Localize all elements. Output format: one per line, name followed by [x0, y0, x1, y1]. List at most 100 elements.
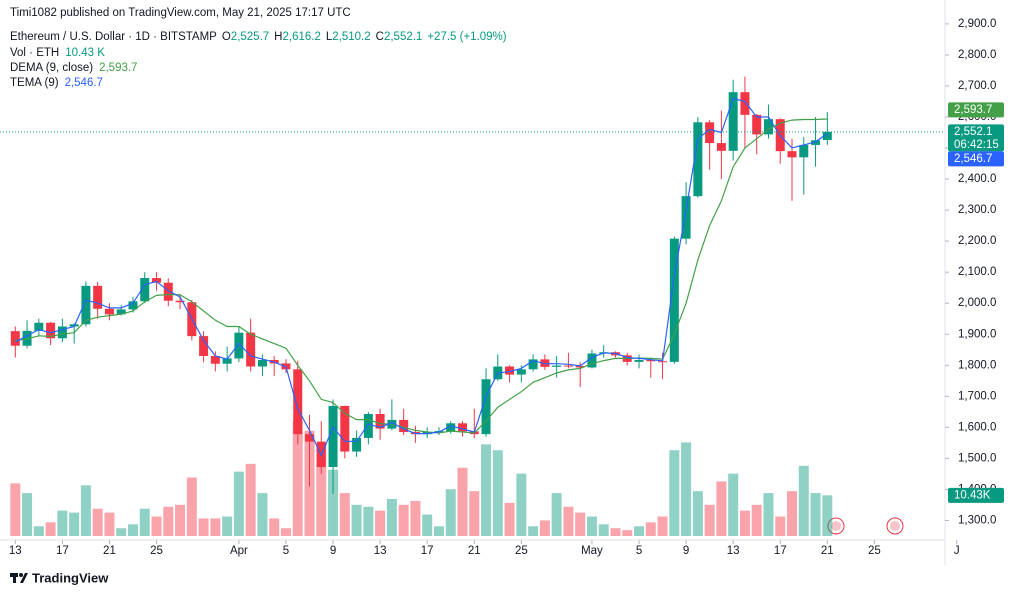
candle-body — [104, 308, 114, 315]
volume-bar — [610, 528, 621, 536]
volume-bar — [398, 504, 409, 536]
volume-bar — [269, 518, 280, 536]
ohlc-key: C — [376, 31, 384, 43]
candle-body — [763, 119, 773, 135]
legend-row: DEMA (9, close) 2,593.7 — [10, 62, 137, 74]
x-tick-label: 25 — [868, 545, 881, 557]
volume-bar — [69, 512, 80, 536]
volume-bar — [575, 512, 586, 536]
volume-bar — [586, 516, 597, 536]
candle-body — [399, 419, 409, 432]
symbol-name: Ethereum / U.S. Dollar · 1D · BITSTAMP — [10, 31, 217, 43]
candle-body — [811, 140, 821, 145]
candle-body — [340, 405, 350, 452]
candle-body — [34, 322, 44, 331]
candle-body — [234, 332, 244, 359]
volume-bar — [775, 516, 786, 536]
indicator-line — [15, 97, 828, 457]
y-tick-label: 2,400.0 — [958, 173, 996, 185]
candle-body — [128, 301, 138, 310]
candle-body — [728, 92, 738, 151]
candle-body — [787, 151, 797, 158]
indicator-line — [15, 118, 828, 434]
candle-body — [446, 423, 456, 432]
volume-bar — [410, 500, 421, 536]
price-badge-label: 10.43K — [954, 489, 991, 501]
y-tick-label: 2,100.0 — [958, 266, 996, 278]
price-badge-label: 2,593.7 — [954, 104, 992, 116]
volume-bar — [116, 528, 127, 536]
candle-body — [481, 379, 491, 435]
volume-bar — [634, 526, 645, 536]
x-tick-label: 5 — [636, 545, 642, 557]
volume-bar — [551, 493, 562, 536]
y-tick-label: 2,200.0 — [958, 235, 996, 247]
volume-bar — [316, 444, 327, 536]
legend-value: 2,593.7 — [99, 62, 137, 74]
ohlc-value: 2,616.2 — [282, 31, 320, 43]
volume-bar — [516, 473, 527, 536]
y-tick-label: 2,700.0 — [958, 80, 996, 92]
volume-bar — [363, 506, 374, 536]
y-tick-label: 2,800.0 — [958, 49, 996, 61]
candle-body — [210, 355, 220, 364]
y-tick-label: 2,000.0 — [958, 297, 996, 309]
volume-bar — [492, 450, 503, 536]
x-tick-label: 17 — [774, 545, 787, 557]
x-tick-label: 13 — [374, 545, 387, 557]
x-tick-label: 25 — [515, 545, 528, 557]
volume-bar — [787, 491, 798, 536]
volume-bar — [45, 522, 56, 536]
volume-bar — [245, 463, 256, 536]
attribution: Timi1082 published on TradingView.com, M… — [10, 7, 351, 19]
volume-bar — [210, 518, 221, 536]
volume-bar — [810, 493, 821, 536]
x-tick-label: 21 — [103, 545, 116, 557]
volume-bar — [33, 526, 44, 536]
x-tick-label: 13 — [727, 545, 740, 557]
volume-bar — [386, 498, 397, 536]
volume-bar — [375, 510, 386, 536]
volume-bar — [422, 514, 433, 536]
ohlc-key: L — [326, 31, 333, 43]
price-change: +27.5 (+1.09%) — [427, 31, 506, 43]
ohlc-value: 2,510.2 — [332, 31, 370, 43]
ohlc-value: 2,552.1 — [384, 31, 422, 43]
flag-icon — [827, 517, 904, 535]
legend-label: Vol · ETH — [10, 47, 59, 59]
candle-body — [93, 285, 103, 309]
x-tick-label: May — [581, 545, 603, 557]
brand: TradingView — [32, 570, 109, 585]
legend-row: Vol · ETH 10.43 K — [10, 47, 105, 59]
legend-label: TEMA (9) — [10, 77, 59, 89]
volume-bar — [433, 526, 444, 536]
y-tick-label: 1,300.0 — [958, 514, 996, 526]
candle-body — [587, 353, 597, 368]
x-tick-label: 13 — [9, 545, 22, 557]
volume-bar — [92, 508, 103, 536]
volume-bar — [233, 471, 244, 536]
x-tick-label: 17 — [421, 545, 434, 557]
volume-bar — [457, 467, 468, 536]
x-tick-label: 25 — [150, 545, 163, 557]
candle-body — [305, 434, 315, 442]
candle-body — [681, 196, 691, 239]
volume-bar — [351, 504, 362, 536]
volume-bar — [704, 504, 715, 536]
volume-bar — [186, 477, 197, 536]
candle-body — [175, 300, 185, 303]
volume-bar — [175, 504, 186, 536]
candle-body — [705, 122, 715, 144]
candle-body — [646, 360, 656, 362]
price-badge — [948, 102, 1004, 118]
volume-bar — [657, 516, 668, 536]
x-tick-label: 9 — [330, 545, 336, 557]
x-tick-label: J — [954, 545, 960, 557]
volume-bar — [728, 473, 739, 536]
candle-body — [634, 360, 644, 362]
volume-bar — [127, 524, 138, 536]
legend-row: TEMA (9) 2,546.7 — [10, 77, 103, 89]
candle-body — [199, 336, 209, 356]
candle-body — [257, 360, 267, 367]
candle-body — [716, 143, 726, 151]
